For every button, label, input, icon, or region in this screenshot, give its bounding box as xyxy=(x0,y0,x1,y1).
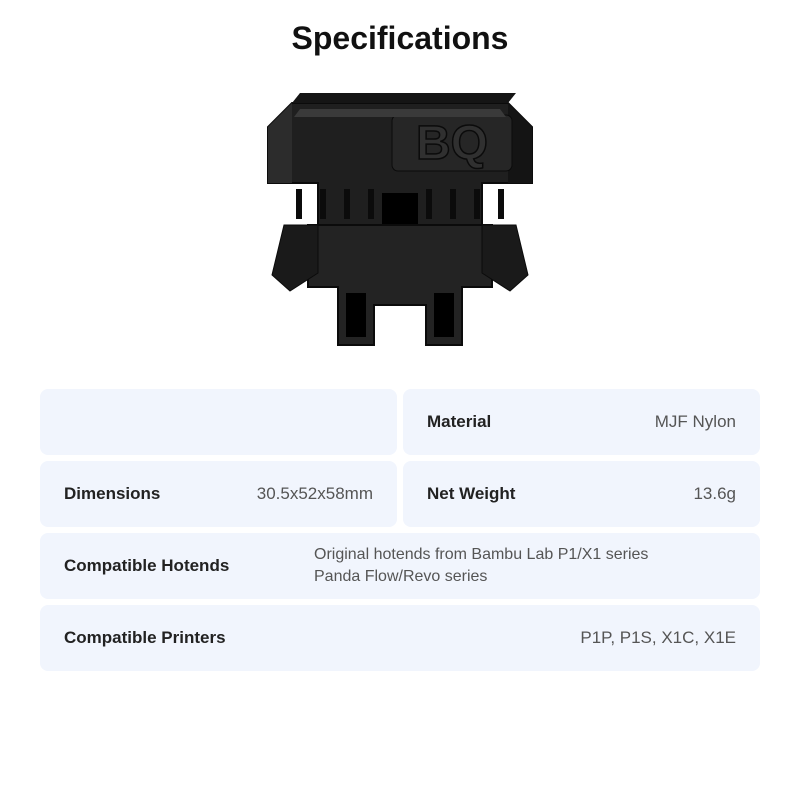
page-title: Specifications xyxy=(292,20,509,57)
spec-cell-printers: Compatible Printers P1P, P1S, X1C, X1E xyxy=(40,605,760,671)
spec-value-line: Panda Flow/Revo series xyxy=(314,568,487,585)
spec-cell-hotends: Compatible Hotends Original hotends from… xyxy=(40,533,760,599)
spec-label: Net Weight xyxy=(427,484,515,504)
spec-value: 30.5x52x58mm xyxy=(257,484,373,504)
spec-value-line: Original hotends from Bambu Lab P1/X1 se… xyxy=(314,546,648,563)
table-row: Material MJF Nylon xyxy=(40,389,760,455)
spec-label: Compatible Printers xyxy=(64,628,226,648)
logo-text: BQ xyxy=(416,117,488,170)
table-row: Compatible Hotends Original hotends from… xyxy=(40,533,760,599)
table-row: Compatible Printers P1P, P1S, X1C, X1E xyxy=(40,605,760,671)
spec-cell-empty xyxy=(40,389,397,455)
spec-cell-dimensions: Dimensions 30.5x52x58mm xyxy=(40,461,397,527)
spec-cell-netweight: Net Weight 13.6g xyxy=(403,461,760,527)
specifications-card: Specifications BQ xyxy=(0,0,800,800)
spec-value: Original hotends from Bambu Lab P1/X1 se… xyxy=(314,544,648,587)
product-image: BQ xyxy=(230,75,570,371)
spec-value: 13.6g xyxy=(693,484,736,504)
spec-cell-material: Material MJF Nylon xyxy=(403,389,760,455)
table-row: Dimensions 30.5x52x58mm Net Weight 13.6g xyxy=(40,461,760,527)
spec-label: Compatible Hotends xyxy=(64,556,274,576)
spec-label: Dimensions xyxy=(64,484,160,504)
specs-table: Material MJF Nylon Dimensions 30.5x52x58… xyxy=(40,389,760,671)
spec-value: P1P, P1S, X1C, X1E xyxy=(580,628,736,648)
spec-value: MJF Nylon xyxy=(655,412,736,432)
product-svg: BQ xyxy=(230,75,570,371)
spec-label: Material xyxy=(427,412,491,432)
